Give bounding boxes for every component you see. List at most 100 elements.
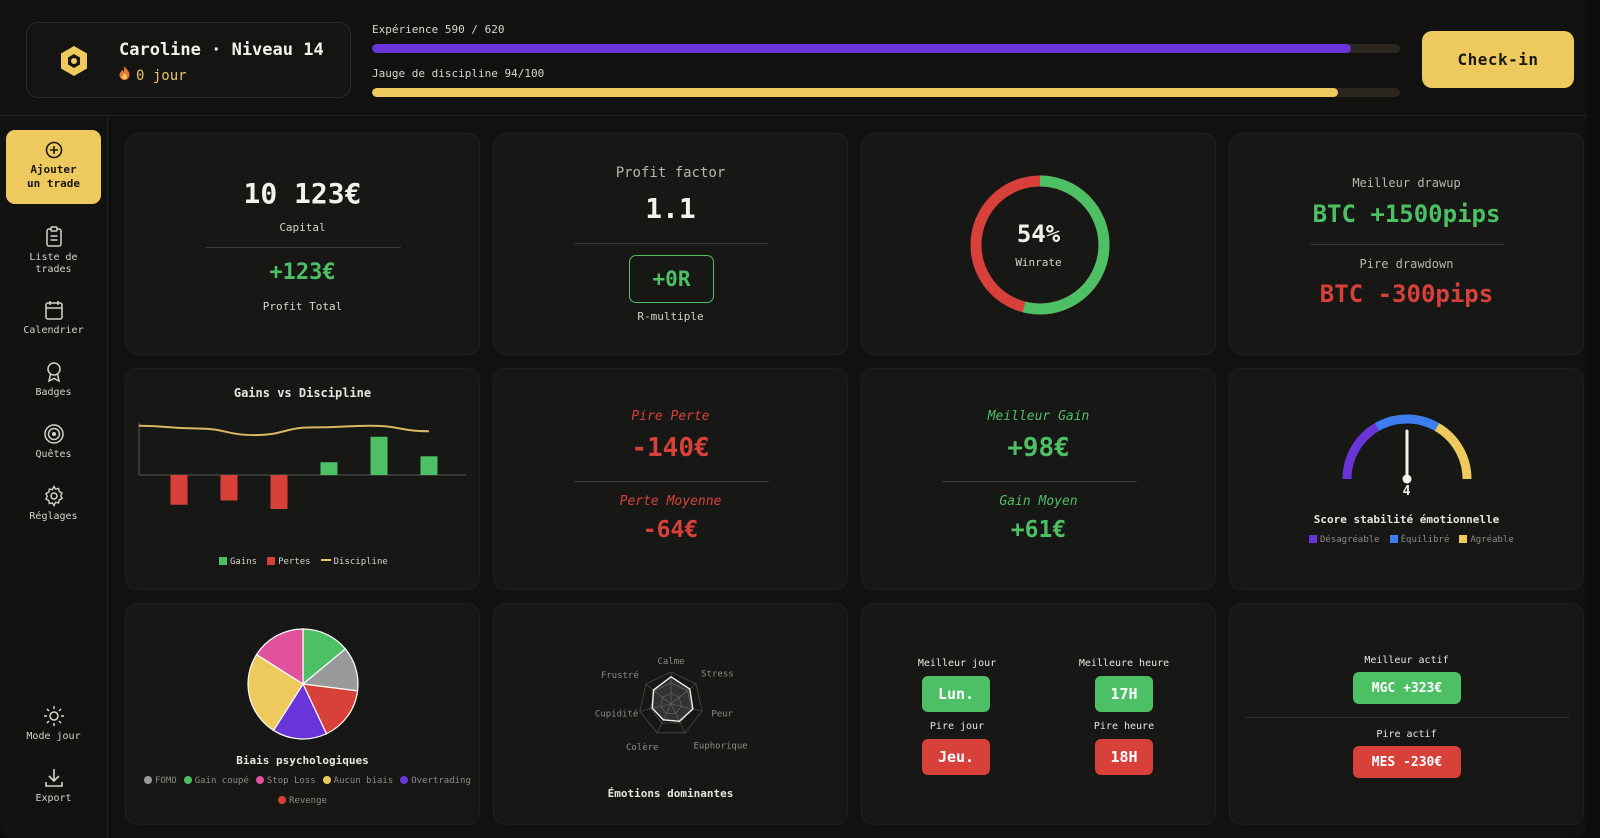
sidebar-item-label: Badges — [35, 387, 72, 398]
avg-gain-value: +61€ — [1010, 517, 1067, 543]
best-gain-value: +98€ — [1007, 433, 1070, 463]
radar-label-calme: Calme — [657, 657, 684, 667]
hexagon-logo-icon — [61, 46, 87, 76]
stability-legend: Désagréable Équilibré Agréable — [1309, 535, 1514, 545]
radar-label-peur: Peur — [711, 710, 733, 720]
sidebar-item-label: Ajouter un trade — [27, 163, 80, 190]
sidebar-item-label: Export — [35, 793, 72, 804]
gauge-segment-unpleasant — [1342, 423, 1380, 480]
gains-discipline-chart — [138, 423, 466, 509]
radar-axis — [670, 703, 686, 734]
divider — [1245, 717, 1570, 718]
radar-shape — [651, 675, 694, 723]
days-card: Meilleur jour Lun. Meilleure heure 17H P… — [861, 603, 1216, 825]
avg-gain-label: Gain Moyen — [999, 494, 1078, 509]
profit-total-value: +123€ — [269, 260, 336, 285]
sidebar-item-label: Réglages — [29, 511, 78, 522]
capital-card: 10 123€ Capital +123€ Profit Total — [125, 133, 480, 355]
emotions-label: Émotions dominantes — [607, 787, 734, 800]
best-asset-label: Meilleur actif — [1364, 655, 1449, 666]
discipline-label: Jauge de discipline 94/100 — [372, 67, 545, 80]
best-day-badge: Lun. — [922, 676, 990, 712]
loss-bar — [270, 475, 288, 509]
profit-factor-card: Profit factor 1.1 +0R R-multiple — [493, 133, 848, 355]
legend-no-bias: Aucun biais — [322, 776, 393, 786]
sidebar-item-export[interactable]: Export — [6, 767, 101, 805]
calendar-icon — [44, 301, 63, 320]
plus-circle-icon — [45, 141, 62, 159]
biases-label: Biais psychologiques — [236, 754, 369, 767]
profit-factor-title: Profit factor — [615, 165, 726, 181]
sun-icon — [43, 706, 64, 726]
sidebar-item-settings[interactable]: Réglages — [6, 485, 101, 523]
winrate-donut — [970, 175, 1110, 315]
capital-label: Capital — [279, 221, 326, 234]
radar-label-stress: Stress — [701, 670, 734, 680]
top-header: Caroline · Niveau 14 0 jour Expérience 5… — [0, 0, 1587, 116]
sidebar-item-trades-list[interactable]: Liste de trades — [6, 226, 101, 276]
streak-text: 0 jour — [136, 68, 187, 84]
best-gain-card: Meilleur Gain +98€ Gain Moyen +61€ — [861, 368, 1216, 590]
drawup-card: Meilleur drawup BTC +1500pips Pire drawd… — [1229, 133, 1584, 355]
gauge-segment-balanced — [1374, 414, 1440, 431]
legend-fomo: FOMO — [144, 776, 177, 786]
profit-total-label: Profit Total — [262, 300, 343, 313]
radar-grid — [639, 671, 703, 734]
legend-overtrading: Overtrading — [400, 776, 471, 786]
radar-grid — [660, 692, 682, 714]
divider — [574, 243, 769, 244]
avg-loss-label: Perte Moyenne — [619, 494, 722, 509]
radar-axis — [670, 683, 697, 705]
stability-gauge — [1342, 414, 1472, 484]
radar-axis — [670, 703, 703, 712]
capital-value: 10 123€ — [243, 177, 362, 210]
winrate-value: 54% — [1016, 220, 1061, 248]
chart-legend: Gains Pertes Discipline — [219, 557, 388, 567]
worst-day-label: Pire jour — [929, 721, 985, 732]
user-name-level: Caroline · Niveau 14 — [119, 40, 324, 60]
gain-bar — [420, 456, 438, 475]
gear-icon — [44, 485, 63, 507]
divider — [942, 481, 1137, 482]
best-drawup-value: BTC +1500pips — [1312, 200, 1501, 228]
sidebar-item-badges[interactable]: Badges — [6, 361, 101, 399]
biases-legend: FOMO Gain coupé Stop Loss Aucun biais Ov… — [144, 776, 471, 786]
legend-pleasant: Agréable — [1459, 535, 1514, 545]
biases-card: Biais psychologiques FOMO Gain coupé Sto… — [125, 603, 480, 825]
worst-drawdown-label: Pire drawdown — [1359, 257, 1454, 271]
best-hour-badge: 17H — [1095, 676, 1153, 712]
radar-axis — [645, 683, 672, 705]
r-multiple-box: +0R — [629, 255, 714, 303]
profile-card[interactable]: Caroline · Niveau 14 0 jour — [26, 22, 351, 98]
gain-bar — [320, 462, 338, 475]
badge-icon — [46, 362, 61, 383]
sidebar-item-day-mode[interactable]: Mode jour — [6, 705, 101, 743]
radar-label-cupidité: Cupidité — [595, 709, 638, 720]
flame-icon — [119, 66, 130, 84]
gauge-segment-pleasant — [1434, 423, 1472, 480]
sidebar: Ajouter un trade Liste de trades Calendr… — [0, 116, 108, 838]
profit-factor-value: 1.1 — [645, 192, 696, 225]
target-icon — [43, 424, 64, 444]
legend-stop-loss: Stop Loss — [255, 776, 316, 786]
best-asset-badge: MGC +323€ — [1353, 672, 1461, 704]
chart-title: Gains vs Discipline — [233, 386, 372, 400]
best-hour-label: Meilleure heure — [1078, 658, 1170, 669]
winrate-win-ring — [970, 175, 1110, 315]
worst-drawdown-value: BTC -300pips — [1319, 280, 1494, 308]
biases-legend-row2: Revenge — [278, 796, 327, 806]
assets-card: Meilleur actif MGC +323€ Pire actif MES … — [1229, 603, 1584, 825]
emotions-radar-chart: Calme Stress Peur Euphorique Colère Cupidité F… — [595, 657, 748, 753]
gain-bar — [370, 436, 388, 475]
radar-label-euphorique: Euphorique — [694, 742, 748, 752]
best-drawup-label: Meilleur drawup — [1352, 176, 1461, 190]
pie-slice-stop-loss — [255, 628, 304, 686]
gains-chart-card: Gains vs Discipline Gains Pertes Discipl… — [125, 368, 480, 590]
checkin-button[interactable]: Check-in — [1422, 31, 1574, 88]
sidebar-item-quests[interactable]: Quêtes — [6, 423, 101, 461]
sidebar-item-calendar[interactable]: Calendrier — [6, 299, 101, 337]
stability-card: 4 Score stabilité émotionnelle Désagréab… — [1229, 368, 1584, 590]
sidebar-item-add-trade[interactable]: Ajouter un trade — [6, 130, 101, 204]
worst-loss-label: Pire Perte — [631, 409, 710, 424]
